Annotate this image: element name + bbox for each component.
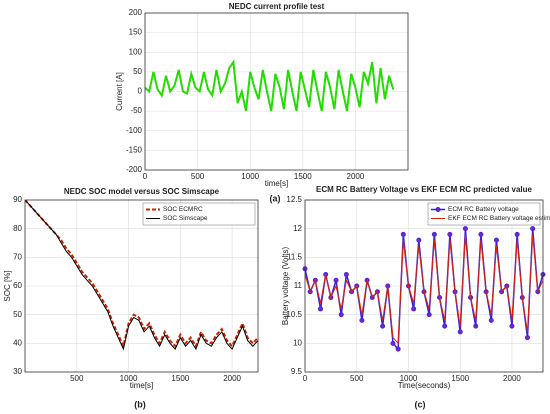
marker	[411, 306, 417, 312]
panel-caption: (b)	[134, 399, 146, 409]
x-tick-label: 1000	[120, 374, 138, 383]
legend-label: ECM RC Battery voltage	[448, 206, 519, 213]
y-tick-label: 11	[294, 281, 303, 290]
y-axis-label: Battery voltage (Volts)	[281, 247, 290, 326]
axes-box	[304, 199, 544, 373]
x-tick-label: 2000	[347, 172, 365, 181]
marker	[400, 231, 406, 237]
x-tick-label: 1500	[451, 374, 469, 383]
y-tick-label: 100	[129, 47, 143, 56]
marker	[478, 231, 484, 237]
x-tick-label: 1500	[294, 172, 312, 181]
marker	[416, 237, 422, 243]
marker	[380, 323, 386, 329]
x-axis-label: time[s]	[130, 381, 154, 390]
y-tick-label: -150	[126, 145, 143, 154]
marker	[442, 323, 448, 329]
y-axis-label: Current [A]	[115, 72, 124, 111]
x-tick-label: 0	[143, 172, 148, 181]
x-tick-label: 1000	[241, 172, 259, 181]
series-line	[145, 59, 395, 112]
series-line	[25, 200, 258, 351]
chart-title: NEDC current profile test	[229, 2, 325, 11]
legend-marker	[435, 207, 441, 212]
marker	[473, 323, 479, 329]
x-tick-label: 500	[70, 374, 84, 383]
series-line	[305, 234, 543, 345]
marker	[462, 226, 468, 232]
marker	[530, 226, 536, 232]
legend-label: SOC ECMRC	[163, 206, 203, 213]
y-tick-label: 9.5	[291, 367, 303, 376]
x-tick-label: 500	[350, 374, 364, 383]
y-tick-label: 70	[13, 252, 22, 261]
marker	[343, 272, 349, 278]
axes-box	[144, 12, 409, 171]
y-tick-label: -200	[126, 165, 143, 174]
marker	[488, 317, 494, 323]
marker	[333, 277, 339, 283]
axes-box	[24, 199, 259, 373]
y-tick-label: 40	[13, 338, 22, 347]
y-tick-label: 50	[13, 310, 22, 319]
marker	[493, 237, 499, 243]
y-tick-label: 200	[129, 8, 143, 17]
y-tick-label: 11.5	[287, 252, 303, 261]
legend-label: EKF ECM RC Battery voltage estimate	[448, 215, 550, 222]
x-tick-label: 500	[191, 172, 205, 181]
marker	[318, 306, 324, 312]
marker	[390, 340, 396, 346]
x-axis-label: time[s]	[265, 179, 289, 188]
y-tick-label: 90	[13, 195, 22, 204]
panel-caption: (c)	[415, 399, 426, 409]
marker	[524, 335, 530, 341]
marker	[338, 312, 344, 318]
marker	[457, 329, 463, 335]
x-axis-label: Time(seconds)	[398, 381, 451, 390]
series-line	[25, 200, 258, 350]
y-tick-label: 30	[13, 367, 22, 376]
y-tick-label: 12	[293, 224, 302, 233]
y-axis-label: SOC [%]	[3, 270, 12, 301]
marker	[395, 346, 401, 352]
y-tick-label: 60	[13, 281, 22, 290]
marker	[359, 317, 365, 323]
y-tick-label: 50	[133, 67, 142, 76]
x-tick-label: 1000	[400, 374, 418, 383]
panel-caption: (a)	[270, 193, 281, 203]
marker	[514, 231, 520, 237]
legend-box	[142, 202, 256, 226]
marker	[447, 231, 453, 237]
y-tick-label: -100	[126, 126, 143, 135]
y-tick-label: 150	[129, 28, 143, 37]
y-tick-label: -50	[130, 106, 142, 115]
y-tick-label: 80	[13, 224, 22, 233]
chart-title: ECM RC Battery Voltage vs EKF ECM RC pre…	[316, 185, 532, 194]
y-tick-label: 12.5	[286, 195, 302, 204]
legend-box	[427, 202, 541, 226]
legend-label: SOC Simscape	[163, 215, 208, 222]
y-tick-label: 10	[293, 338, 302, 347]
x-tick-label: 2000	[503, 374, 521, 383]
x-tick-label: 2000	[223, 374, 241, 383]
x-tick-label: 1500	[171, 374, 189, 383]
marker	[426, 312, 432, 318]
y-tick-label: 10.5	[286, 310, 302, 319]
marker	[509, 323, 515, 329]
marker	[431, 231, 437, 237]
y-tick-label: 0	[138, 87, 143, 96]
chart-title: NEDC SOC model versus SOC Simscape	[64, 187, 220, 196]
x-tick-label: 0	[303, 374, 308, 383]
